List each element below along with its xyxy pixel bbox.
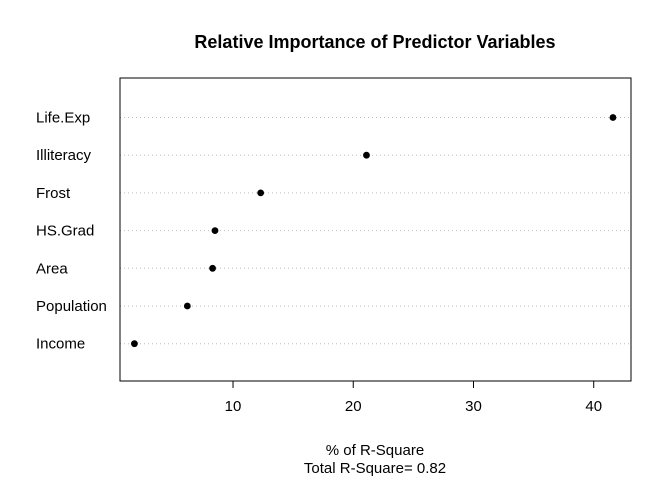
data-point [131,340,138,348]
grid-lines [120,117,631,345]
chart-title: Relative Importance of Predictor Variabl… [194,32,555,52]
category-label: Area [36,260,68,277]
category-label: Frost [36,185,71,202]
category-label: Illiteracy [36,147,92,164]
x-axis-subtitle: Total R-Square= 0.82 [304,460,446,477]
data-point [257,189,265,197]
x-axis-label: % of R-Square [326,442,424,459]
data-point [209,264,216,272]
data-point [211,227,219,235]
x-tick-label: 10 [225,398,242,415]
category-label: Life.Exp [36,110,90,127]
x-tick-label: 20 [345,398,362,415]
category-labels: Life.Exp Illiteracy Frost HS.Grad Area Popula… [36,110,107,353]
plot-frame [119,77,632,382]
data-point [609,114,617,121]
data-point [363,151,370,159]
x-tick-label: 40 [585,398,602,415]
category-label: HS.Grad [36,223,94,240]
x-axis: 10 20 30 40 [225,381,602,415]
category-label: Income [36,336,85,353]
category-label: Population [36,298,107,315]
x-tick-label: 30 [465,398,482,415]
data-points [131,114,617,348]
data-point [183,302,191,310]
